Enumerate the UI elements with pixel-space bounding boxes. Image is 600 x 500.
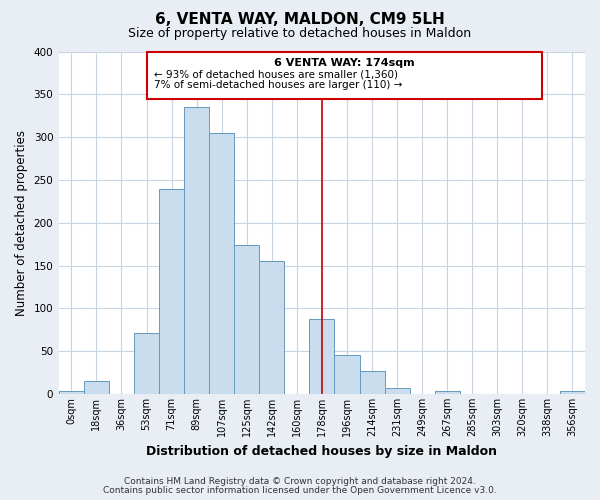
Bar	[59, 392, 84, 394]
Text: ← 93% of detached houses are smaller (1,360): ← 93% of detached houses are smaller (1,…	[154, 70, 398, 80]
Text: 6 VENTA WAY: 174sqm: 6 VENTA WAY: 174sqm	[274, 58, 415, 68]
FancyBboxPatch shape	[146, 52, 542, 98]
Text: Size of property relative to detached houses in Maldon: Size of property relative to detached ho…	[128, 28, 472, 40]
Bar	[209, 133, 234, 394]
Bar	[84, 381, 109, 394]
Bar	[134, 333, 159, 394]
Bar	[234, 245, 259, 394]
Text: 7% of semi-detached houses are larger (110) →: 7% of semi-detached houses are larger (1…	[154, 80, 403, 90]
Y-axis label: Number of detached properties: Number of detached properties	[15, 130, 28, 316]
Bar	[310, 318, 334, 394]
Bar	[434, 392, 460, 394]
Text: Contains HM Land Registry data © Crown copyright and database right 2024.: Contains HM Land Registry data © Crown c…	[124, 477, 476, 486]
Text: 6, VENTA WAY, MALDON, CM9 5LH: 6, VENTA WAY, MALDON, CM9 5LH	[155, 12, 445, 28]
Bar	[259, 262, 284, 394]
Bar	[560, 392, 585, 394]
Text: Contains public sector information licensed under the Open Government Licence v3: Contains public sector information licen…	[103, 486, 497, 495]
X-axis label: Distribution of detached houses by size in Maldon: Distribution of detached houses by size …	[146, 444, 497, 458]
Bar	[334, 356, 359, 394]
Bar	[359, 371, 385, 394]
Bar	[184, 107, 209, 394]
Bar	[385, 388, 410, 394]
Bar	[159, 188, 184, 394]
